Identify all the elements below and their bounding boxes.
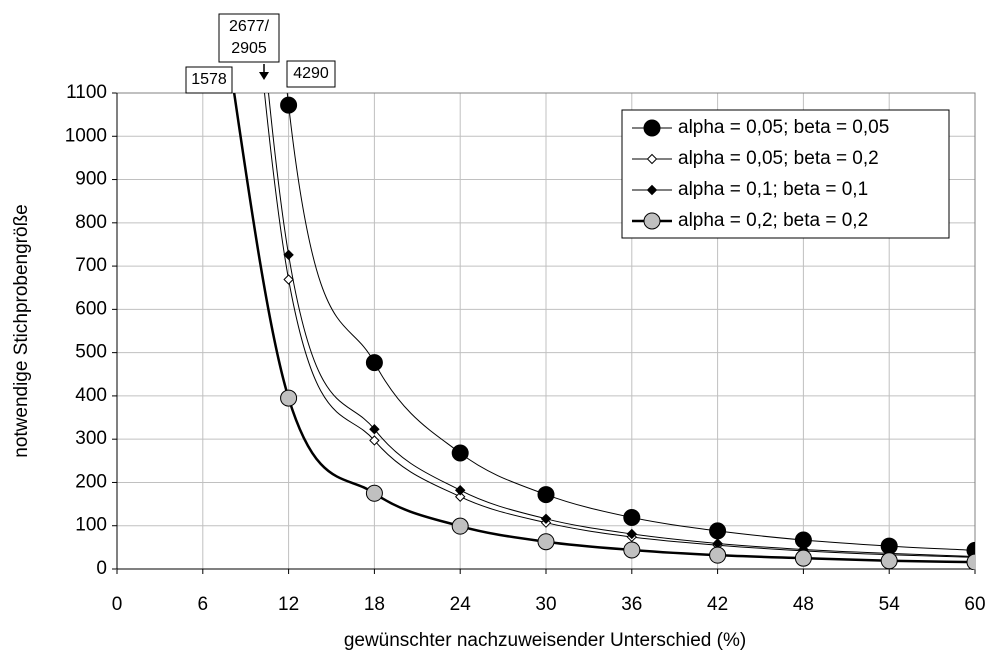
point <box>280 96 298 114</box>
y-tick-label: 1000 <box>65 125 107 146</box>
point <box>966 553 975 570</box>
y-tick-label: 200 <box>75 471 107 492</box>
annotation: 2677/ <box>229 18 270 35</box>
annotation-box <box>286 60 336 88</box>
y-tick-label: 0 <box>96 558 107 579</box>
plot-area <box>232 93 975 570</box>
legend <box>621 109 950 239</box>
point <box>537 486 555 504</box>
y-tick-label: 500 <box>75 342 107 363</box>
point <box>283 274 294 285</box>
point <box>880 552 898 570</box>
x-tick-label: 24 <box>450 594 472 615</box>
annotation-box <box>218 13 280 63</box>
legend-marker <box>646 153 658 165</box>
x-tick-label: 18 <box>364 594 385 615</box>
point <box>537 533 555 551</box>
point <box>709 522 727 540</box>
legend-label: alpha = 0,1; beta = 0,1 <box>678 179 868 200</box>
point <box>454 485 466 496</box>
point <box>626 528 638 540</box>
x-tick-label: 30 <box>535 594 556 615</box>
point <box>369 435 380 446</box>
y-tick-label: 400 <box>75 385 107 406</box>
annotation-arrowhead <box>259 72 269 80</box>
legend-marker <box>646 184 658 196</box>
annotation: 4290 <box>293 65 329 82</box>
legend-label: alpha = 0,05; beta = 0,05 <box>678 117 889 138</box>
y-tick-label: 100 <box>75 515 107 536</box>
x-tick-label: 60 <box>964 594 985 615</box>
x-tick-label: 0 <box>112 594 123 615</box>
legend-marker <box>643 212 661 230</box>
point <box>794 549 812 567</box>
y-tick-label: 800 <box>75 212 107 233</box>
x-tick-label: 36 <box>621 594 642 615</box>
point <box>365 354 383 372</box>
y-tick-label: 700 <box>75 255 107 276</box>
point <box>623 509 641 527</box>
point <box>365 484 383 502</box>
y-tick-label: 600 <box>75 298 107 319</box>
x-tick-label: 6 <box>198 594 209 615</box>
x-tick-label: 42 <box>707 594 728 615</box>
annotation: 1578 <box>191 71 227 88</box>
y-tick-label: 900 <box>75 169 107 190</box>
annotation-box <box>185 66 233 94</box>
point <box>540 513 552 525</box>
legend-label: alpha = 0,2; beta = 0,2 <box>678 210 868 231</box>
point <box>280 389 298 407</box>
point <box>369 424 380 435</box>
x-axis-label: gewünschter nachzuweisender Unterschied … <box>344 630 746 651</box>
point <box>283 249 294 261</box>
series-line <box>232 93 975 564</box>
point <box>709 546 727 564</box>
x-tick-label: 12 <box>278 594 299 615</box>
y-axis-label: notwendige Stichprobengröße <box>11 204 32 458</box>
y-tick-label: 1100 <box>66 82 107 103</box>
x-tick-label: 48 <box>793 594 814 615</box>
annotation: 2905 <box>231 40 267 57</box>
y-tick-label: 300 <box>75 428 107 449</box>
point <box>451 444 469 462</box>
point <box>623 541 641 559</box>
legend-label: alpha = 0,05; beta = 0,2 <box>678 148 879 169</box>
legend-marker <box>643 119 661 137</box>
x-tick-label: 54 <box>879 594 901 615</box>
point <box>451 517 469 535</box>
point <box>454 491 466 502</box>
